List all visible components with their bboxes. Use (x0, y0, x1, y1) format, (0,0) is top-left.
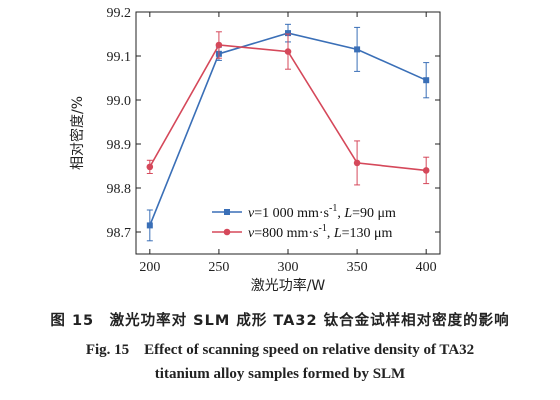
legend-label-part: =130 μm (342, 226, 393, 241)
y-tick-label: 99.2 (107, 6, 132, 21)
x-axis-label: 激光功率/W (251, 277, 326, 294)
x-tick-label: 300 (278, 260, 299, 275)
legend-label-part: L (343, 206, 352, 221)
legend-label-part: v (248, 206, 255, 221)
x-tick-label: 200 (139, 260, 160, 275)
legend-label-part: , (327, 226, 334, 241)
legend-entry: v=800 mm·s-1, L=130 μm (212, 223, 393, 241)
legend-label-part: =800 mm·s (254, 226, 318, 241)
data-point (146, 163, 154, 171)
data-point (354, 46, 361, 53)
legend-marker (223, 228, 231, 236)
figure-caption-en-line1: Fig. 15 Effect of scanning speed on rela… (85, 342, 475, 358)
series-1 (146, 23, 430, 242)
legend-label: v=1 000 mm·s-1, L=90 μm (248, 203, 396, 221)
legend-marker (224, 209, 230, 215)
line-chart: 200 250 300 350 400 98.7 98.8 98.9 99.0 99.1 99.2 激… (69, 6, 441, 294)
data-point (146, 222, 153, 229)
x-tick-label: 350 (347, 260, 368, 275)
y-tick-label: 98.8 (107, 182, 132, 197)
y-axis-label: 相对密度/% (69, 96, 86, 170)
legend-label-part: -1 (319, 223, 327, 234)
y-tick-label: 98.7 (107, 226, 132, 241)
legend-label: v=800 mm·s-1, L=130 μm (248, 223, 393, 241)
legend-label-part: v (248, 226, 255, 241)
x-tick-label: 400 (416, 260, 437, 275)
y-tick-label: 99.1 (107, 50, 132, 65)
legend-label-part: =1 000 mm·s (254, 206, 329, 221)
data-point (284, 48, 292, 55)
data-point (353, 159, 361, 167)
legend-label-part: L (333, 226, 342, 241)
figure-caption-en-line2: titanium alloy samples formed by SLM (154, 366, 406, 382)
figure-caption-cn: 图 15 激光功率对 SLM 成形 TA32 钛合金试样相对密度的影响 (50, 313, 510, 329)
data-point (422, 167, 430, 174)
legend-entry: v=1 000 mm·s-1, L=90 μm (212, 203, 396, 221)
legend-label-part: -1 (329, 203, 337, 214)
y-tick-label: 98.9 (107, 138, 132, 153)
legend-label-part: =90 μm (352, 206, 396, 221)
data-point (423, 77, 430, 84)
x-tick-label: 250 (208, 260, 229, 275)
data-point (285, 30, 291, 37)
series-2 (146, 31, 430, 186)
legend-label-part: , (337, 206, 344, 221)
data-point (215, 41, 223, 49)
y-tick-label: 99.0 (107, 94, 132, 109)
